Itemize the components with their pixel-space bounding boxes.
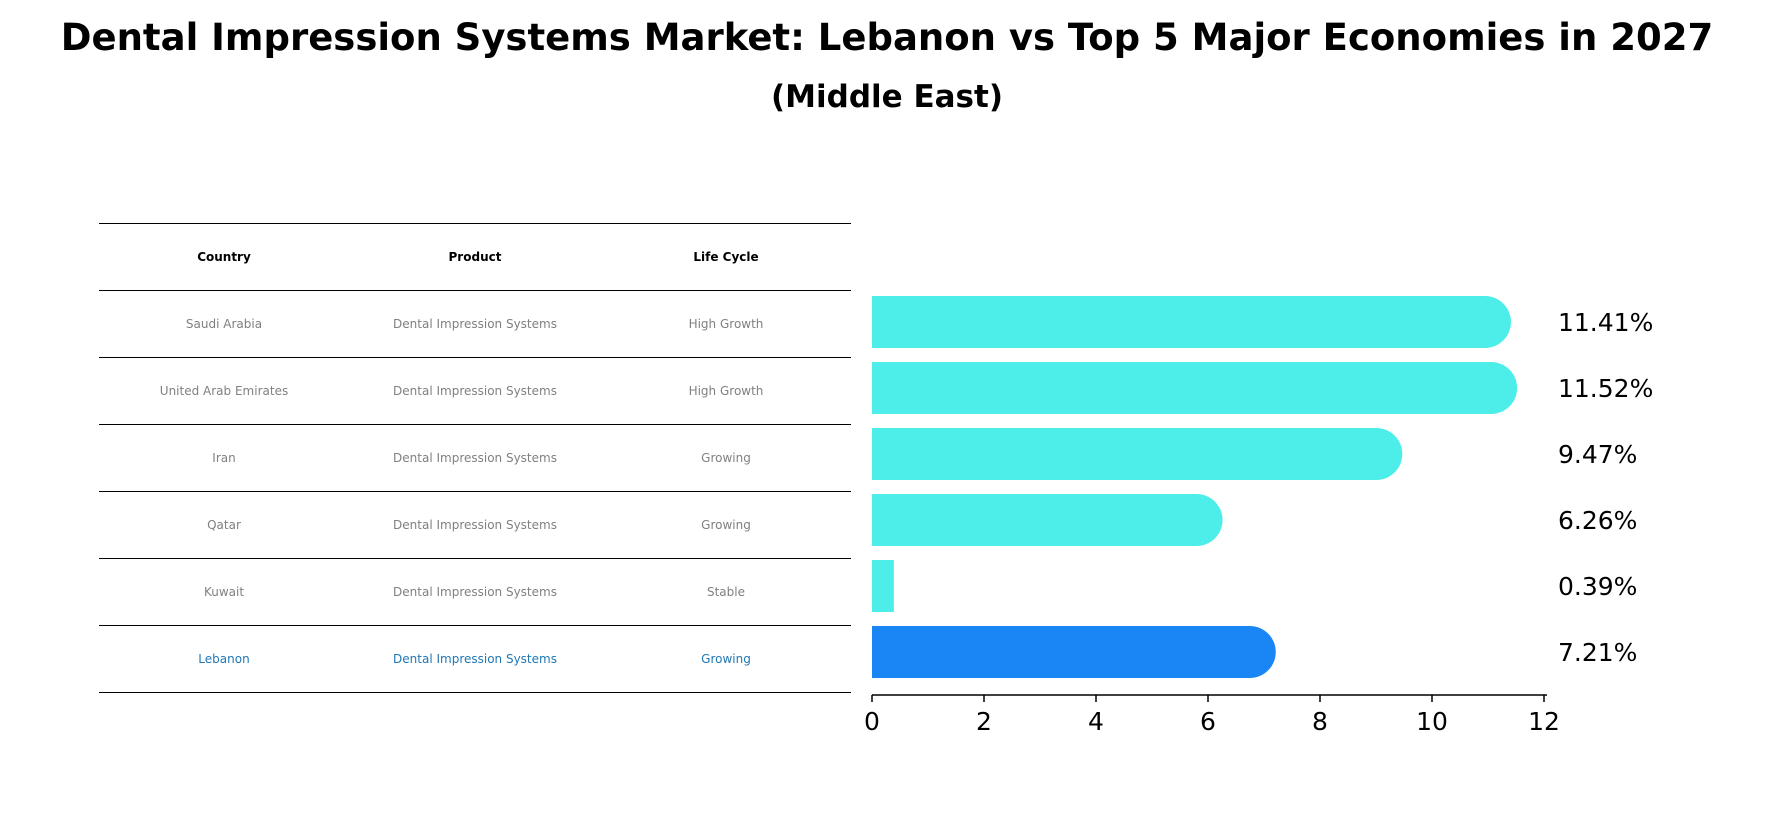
chart-subtitle: (Middle East) [770, 79, 1003, 115]
cell-product: Dental Impression Systems [393, 518, 557, 532]
bar-iran [872, 428, 1403, 480]
cell-life-cycle: Stable [706, 585, 745, 599]
cell-country: United Arab Emirates [159, 384, 289, 398]
table-header-row: Country Product Life Cycle [99, 223, 851, 291]
x-tick-label: 4 [1088, 707, 1104, 736]
table-row: United Arab Emirates Dental Impression S… [99, 358, 851, 425]
x-tick-label: 2 [976, 707, 992, 736]
cell-country: Saudi Arabia [185, 317, 263, 331]
bar-value-label: 0.39% [1558, 572, 1637, 601]
bar-united-arab-emirates [872, 362, 1518, 414]
x-tick-label: 8 [1312, 707, 1328, 736]
table-row: Saudi Arabia Dental Impression Systems H… [99, 291, 851, 358]
cell-country: Lebanon [198, 652, 250, 666]
header-life-cycle: Life Cycle [693, 250, 759, 264]
data-table: Country Product Life Cycle Saudi Arabia … [99, 223, 851, 693]
table-row-highlight: Lebanon Dental Impression Systems Growin… [99, 626, 851, 693]
cell-product: Dental Impression Systems [393, 317, 557, 331]
bar-value-label: 11.52% [1558, 374, 1653, 403]
cell-life-cycle: Growing [701, 451, 751, 465]
x-tick-label: 10 [1416, 707, 1448, 736]
cell-country: Qatar [207, 518, 241, 532]
header-product: Product [448, 250, 502, 264]
cell-country: Kuwait [203, 585, 245, 599]
table-row: Iran Dental Impression Systems Growing [99, 425, 851, 492]
x-tick-label: 0 [864, 707, 880, 736]
bar-qatar [872, 494, 1223, 546]
header-country: Country [197, 250, 251, 264]
cell-life-cycle: Growing [701, 518, 751, 532]
bar-saudi-arabia [872, 296, 1511, 348]
table-row: Kuwait Dental Impression Systems Stable [99, 559, 851, 626]
bar-value-label: 6.26% [1558, 506, 1637, 535]
cell-life-cycle: High Growth [688, 384, 764, 398]
chart-title: Dental Impression Systems Market: Lebano… [60, 16, 1714, 59]
bar-lebanon [872, 626, 1276, 678]
cell-life-cycle: High Growth [688, 317, 764, 331]
cell-product: Dental Impression Systems [393, 451, 557, 465]
bar-kuwait [872, 560, 894, 612]
bar-value-label: 9.47% [1558, 440, 1637, 469]
bar-value-label: 7.21% [1558, 638, 1637, 667]
cell-product: Dental Impression Systems [393, 652, 557, 666]
x-tick-label: 12 [1528, 707, 1560, 736]
cell-product: Dental Impression Systems [393, 384, 557, 398]
cell-life-cycle: Growing [701, 652, 751, 666]
cell-product: Dental Impression Systems [393, 585, 557, 599]
x-tick-label: 6 [1200, 707, 1216, 736]
bar-value-label: 11.41% [1558, 308, 1653, 337]
table-row: Qatar Dental Impression Systems Growing [99, 492, 851, 559]
cell-country: Iran [212, 451, 236, 465]
